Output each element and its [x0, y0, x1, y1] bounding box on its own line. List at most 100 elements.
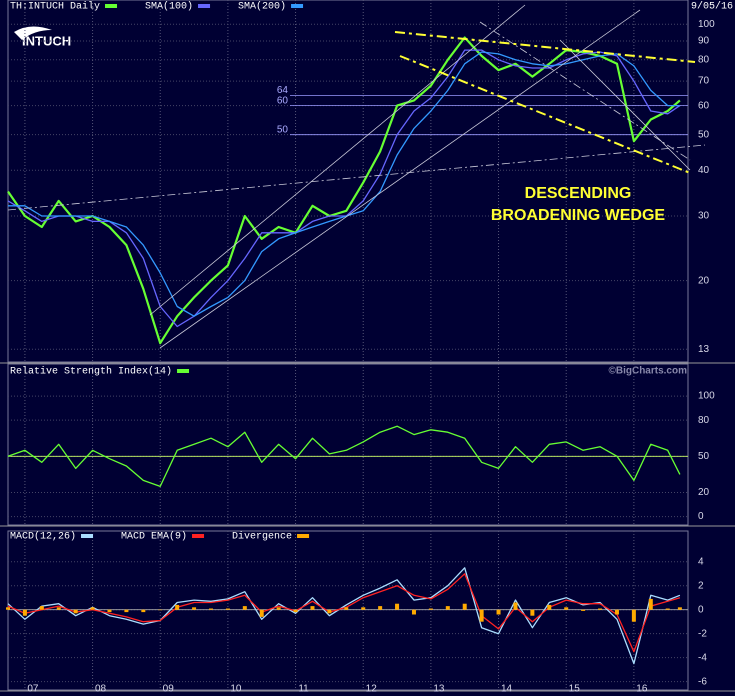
wedge-inner [479, 21, 691, 161]
divergence-bar [496, 609, 501, 615]
wedge-top [394, 31, 696, 63]
level-label: 64 [277, 85, 289, 96]
series-line [7, 567, 681, 665]
y-tick-label: 80 [698, 415, 710, 426]
level-label: 50 [277, 124, 289, 135]
panel-frame [7, 530, 689, 691]
y-tick-label: -6 [698, 676, 707, 687]
series-line [7, 573, 681, 653]
annotation: DESCENDING [525, 185, 632, 202]
y-tick-label: -4 [698, 652, 707, 663]
y-tick-label: 80 [698, 54, 710, 65]
annotation: BROADENING WEDGE [491, 207, 666, 224]
x-tick-label: 13 [433, 684, 445, 695]
x-tick-label: 10 [230, 684, 242, 695]
divergence-bar [141, 609, 146, 613]
y-tick-label: 50 [698, 451, 710, 462]
divergence-bar [22, 609, 27, 616]
series-line [8, 51, 680, 317]
divergence-bar [225, 608, 230, 610]
x-tick-label: 11 [298, 684, 309, 695]
y-tick-label: -2 [698, 628, 707, 639]
x-tick-label: 07 [27, 684, 39, 695]
x-tick-label: 08 [95, 684, 107, 695]
divergence-bar [547, 604, 552, 610]
support-line [7, 144, 706, 211]
divergence-bar [310, 606, 315, 610]
series-line [7, 36, 681, 345]
wedge-inner-2 [559, 39, 691, 171]
divergence-bar [411, 609, 416, 615]
divergence-bar [598, 608, 603, 610]
divergence-bar [564, 607, 569, 610]
legend-swatch [177, 369, 190, 373]
y-tick-label: 13 [698, 344, 710, 355]
divergence-bar [395, 603, 400, 610]
legend-label: Relative Strength Index(14) [10, 366, 172, 378]
divergence-bar [614, 609, 619, 615]
logo-swoosh [14, 26, 52, 40]
y-tick-label: 2 [698, 580, 704, 591]
divergence-bar [361, 607, 366, 610]
divergence-bar [344, 607, 349, 610]
divergence-bar [158, 609, 163, 611]
y-tick-label: 100 [698, 391, 715, 402]
divergence-bar [175, 604, 180, 610]
divergence-bar [581, 609, 586, 611]
panel-frame [7, 0, 689, 363]
divergence-bar [192, 607, 197, 610]
x-tick-label: 16 [636, 684, 648, 695]
divergence-bar [6, 607, 10, 610]
divergence-bar [56, 607, 61, 610]
divergence-bar [479, 609, 484, 622]
logo-text: INTUCH [22, 33, 71, 48]
legend-swatch [291, 4, 304, 8]
divergence-bar [665, 608, 670, 610]
channel-lower [159, 9, 641, 349]
legend-label: SMA(200) [238, 1, 286, 13]
legend-swatch [198, 4, 211, 8]
legend-label: TH:INTUCH Daily [10, 1, 100, 13]
panel-frame [7, 363, 689, 526]
y-tick-label: 0 [698, 604, 704, 615]
divergence-bar [378, 606, 383, 610]
legend-swatch [297, 534, 310, 538]
divergence-bar [276, 607, 281, 610]
divergence-bar [677, 607, 682, 610]
x-tick-label: 14 [501, 684, 513, 695]
y-tick-label: 50 [698, 129, 710, 140]
divergence-bar [90, 607, 95, 610]
divergence-bar [428, 608, 433, 610]
wedge-bottom [399, 55, 691, 174]
trend-lines [7, 4, 706, 349]
x-tick-label: 09 [163, 684, 175, 695]
legend-label: SMA(100) [145, 1, 193, 13]
divergence-bar [208, 608, 213, 610]
y-tick-label: 0 [698, 511, 704, 522]
legend-label: MACD(12,26) [10, 531, 76, 543]
series-line [7, 425, 681, 488]
divergence-bar [242, 606, 247, 610]
y-tick-label: 4 [698, 556, 704, 567]
y-tick-label: 30 [698, 211, 710, 222]
divergence-bar [39, 606, 44, 610]
logo: INTUCH [14, 26, 71, 48]
legend-label: Divergence [232, 531, 292, 543]
divergence-bar [462, 603, 467, 610]
y-tick-label: 60 [698, 100, 710, 111]
legend-swatch [192, 534, 205, 538]
y-tick-label: 20 [698, 275, 710, 286]
y-tick-label: 70 [698, 76, 710, 87]
channel-upper [149, 4, 526, 316]
legend-swatch [81, 534, 94, 538]
divergence-bar [259, 609, 264, 617]
watermark: ©BigCharts.com [609, 366, 688, 377]
y-tick-label: 40 [698, 165, 710, 176]
y-tick-label: 20 [698, 487, 710, 498]
divergence-bar [327, 609, 332, 614]
divergence-bar [648, 598, 653, 610]
divergence-bar [124, 609, 129, 613]
level-label: 60 [277, 95, 289, 106]
